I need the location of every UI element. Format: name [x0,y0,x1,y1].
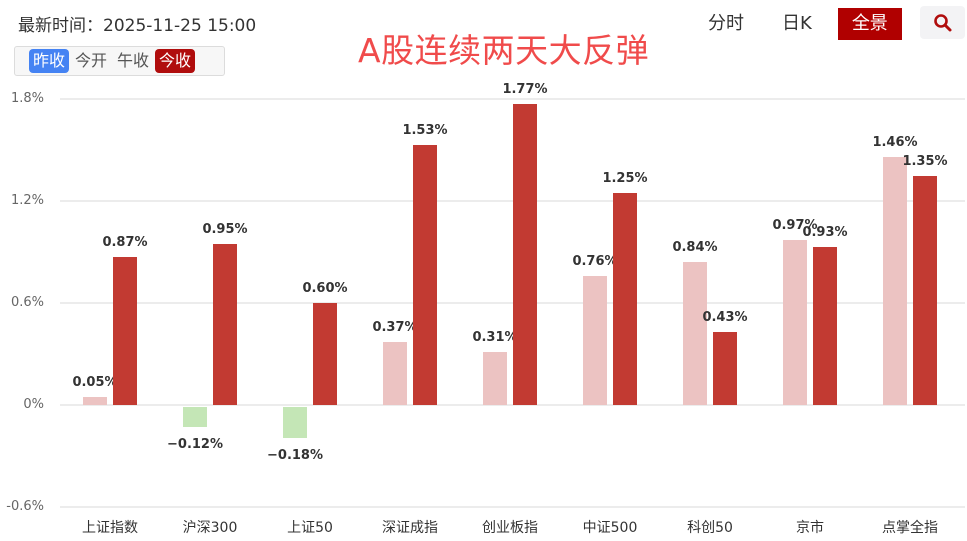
segment-0[interactable]: 昨收 [29,49,70,73]
value-label: 0.87% [102,235,148,251]
value-label: 1.25% [602,170,648,186]
search-icon [933,13,951,31]
value-label: −0.12% [167,437,223,453]
value-label: 0.37% [372,320,418,336]
value-label: 0.76% [572,253,618,269]
today-close-bar[interactable] [313,303,337,405]
prev-close-bar[interactable] [483,352,507,405]
segment-2[interactable]: 午收 [117,51,150,70]
y-axis-label: 0% [23,397,44,412]
prev-close-bar[interactable] [783,240,807,405]
search-button[interactable] [920,6,965,39]
prev-close-bar[interactable] [883,156,907,405]
y-axis-label: 1.8% [10,91,44,106]
x-axis-label: 沪深300 [182,520,238,536]
grid-line [60,506,965,508]
value-label: −0.18% [267,447,323,463]
today-close-bar[interactable] [213,243,237,405]
today-close-bar[interactable] [813,246,837,405]
segment-3[interactable]: 今收 [155,49,196,73]
value-label: 0.97% [772,218,818,234]
value-label: 0.05% [72,374,118,390]
prev-close-bar[interactable] [683,262,707,405]
segment-1[interactable]: 今开 [75,51,108,70]
price-basis-selector: 昨收 今开 午收 今收 [14,46,225,76]
x-axis-label: 创业板指 [482,520,538,536]
x-axis-label: 点掌全指 [882,520,938,536]
tab-overview[interactable]: 全景 [837,8,902,40]
value-label: 0.93% [802,224,848,240]
headline: A股连续两天大反弹 [358,31,650,70]
value-label: 0.95% [202,221,248,237]
tab-intraday[interactable]: 分时 [708,13,744,34]
today-close-bar[interactable] [913,175,937,405]
prev-close-bar[interactable] [283,407,307,438]
prev-close-bar[interactable] [83,396,107,405]
y-axis-label: 1.2% [10,193,44,208]
grid-line [60,98,965,100]
value-label: 0.84% [672,240,718,256]
value-label: 0.31% [472,330,518,346]
value-label: 1.46% [872,134,918,150]
today-close-bar[interactable] [113,257,137,405]
today-close-bar[interactable] [713,331,737,405]
value-label: 0.43% [702,309,748,325]
x-axis-label: 京市 [796,520,824,536]
value-label: 0.60% [302,281,348,296]
grid-line [60,302,965,304]
view-tabs: 分时 日K 全景 [700,8,902,40]
prev-close-bar[interactable] [383,342,407,405]
y-axis-label: -0.6% [6,499,44,514]
x-axis-label: 上证50 [287,520,333,536]
today-close-bar[interactable] [413,144,437,405]
timestamp: 最新时间：2025-11-25 15:00 [18,16,257,36]
prev-close-bar[interactable] [183,407,207,428]
value-label: 1.77% [502,82,548,98]
grid-line [60,200,965,202]
today-close-bar[interactable] [613,192,637,405]
grid-line [60,404,965,406]
today-close-bar[interactable] [513,104,537,405]
x-axis-label: 科创50 [687,520,733,536]
value-label: 1.35% [902,153,948,169]
y-axis-label: 0.6% [10,295,44,310]
prev-close-bar[interactable] [583,275,607,405]
x-axis-label: 上证指数 [82,520,138,536]
x-axis-label: 深证成指 [382,520,438,536]
x-axis-label: 中证500 [582,520,638,536]
tab-daily-k[interactable]: 日K [782,13,812,34]
value-label: 1.53% [402,122,448,138]
